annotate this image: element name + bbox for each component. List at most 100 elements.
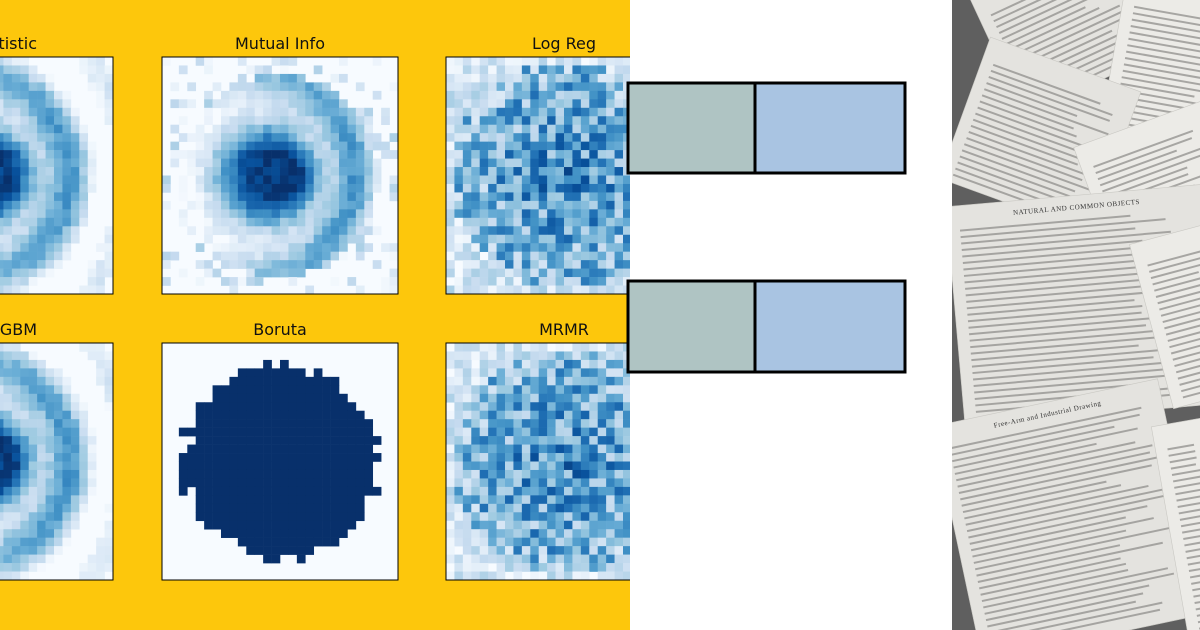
heatmap-cell	[263, 512, 272, 522]
heatmap-cell	[589, 73, 599, 83]
heatmap-cell	[237, 529, 247, 538]
heatmap-cell	[446, 268, 455, 278]
heatmap-cell	[70, 124, 80, 134]
heatmap-cell	[0, 183, 4, 193]
heatmap-cell	[589, 512, 599, 522]
heatmap-cell	[54, 175, 63, 185]
heatmap-cell	[488, 268, 497, 278]
heatmap-cell	[254, 444, 264, 454]
heatmap-cell	[322, 376, 331, 386]
heatmap-cell	[538, 285, 548, 295]
heatmap-cell	[263, 133, 272, 142]
heatmap-cell	[597, 478, 607, 488]
heatmap-cell	[254, 419, 264, 428]
heatmap-cell	[339, 73, 348, 83]
heatmap-cell	[45, 410, 55, 420]
heatmap-cell	[280, 453, 289, 462]
heatmap-cell	[538, 478, 548, 488]
heatmap-cell	[187, 158, 197, 168]
heatmap-cell	[623, 73, 630, 83]
heatmap-cell	[62, 226, 72, 236]
heatmap-cell	[330, 537, 340, 547]
heatmap-cell	[195, 243, 205, 252]
heatmap-cell	[330, 469, 340, 479]
heatmap-cell	[488, 554, 497, 564]
heatmap-cell	[564, 571, 573, 581]
heatmap-cell	[45, 469, 55, 479]
heatmap-cell	[538, 192, 548, 202]
heatmap-cell	[355, 461, 365, 471]
heatmap-cell	[3, 343, 13, 352]
heatmap-cell	[254, 99, 264, 109]
heatmap-cell	[229, 90, 239, 100]
heatmap-cell	[254, 268, 264, 278]
heatmap-cell	[513, 393, 523, 403]
heatmap-cell	[479, 175, 489, 185]
heatmap-cell	[496, 217, 506, 227]
heatmap-cell	[521, 99, 531, 109]
heatmap-cell	[471, 158, 481, 168]
heatmap-cell	[597, 268, 607, 278]
heatmap-cell	[505, 537, 514, 547]
heatmap-cell	[614, 209, 624, 219]
heatmap-cell	[246, 260, 256, 269]
heatmap-cell	[62, 529, 72, 538]
heatmap-cell	[263, 243, 272, 252]
heatmap-cell	[513, 73, 523, 83]
heatmap-cell	[70, 107, 80, 117]
heatmap-cell	[538, 495, 548, 505]
heatmap-cell	[3, 183, 13, 193]
heatmap-cell	[538, 368, 548, 378]
heatmap-cell	[555, 368, 565, 378]
heatmap-cell	[254, 234, 264, 244]
heatmap-cell	[237, 124, 247, 134]
heatmap-cell	[589, 133, 599, 142]
heatmap-cell	[28, 419, 38, 428]
heatmap-cell	[11, 453, 21, 462]
heatmap-cell	[0, 520, 4, 530]
heatmap-cell	[79, 495, 89, 505]
heatmap-cell	[347, 234, 357, 244]
heatmap-cell	[54, 192, 63, 202]
heatmap-cell	[271, 410, 281, 420]
heatmap-cell	[454, 124, 464, 134]
heatmap-cell	[471, 385, 481, 395]
heatmap-cell	[555, 343, 565, 352]
heatmap-cell	[471, 343, 481, 352]
heatmap-cell	[296, 503, 306, 513]
heatmap-cell	[505, 444, 514, 454]
heatmap-cell	[347, 436, 357, 445]
heatmap-cell	[513, 427, 523, 437]
heatmap-cell	[597, 461, 607, 471]
heatmap-cell	[580, 150, 590, 159]
heatmap-cell	[313, 234, 323, 244]
heatmap-cell	[580, 167, 590, 176]
heatmap-cell	[296, 82, 306, 92]
heatmap-cell	[446, 546, 455, 555]
heatmap-cell	[28, 107, 38, 117]
heatmap-cell	[597, 82, 607, 92]
heatmap-cell	[28, 453, 38, 462]
heatmap-cell	[212, 175, 222, 185]
heatmap-cell	[505, 343, 514, 352]
text-line	[970, 326, 1200, 349]
heatmap-cell	[0, 285, 4, 295]
heatmap-cell	[454, 503, 464, 513]
heatmap-cell	[11, 546, 21, 555]
heatmap-cell	[505, 243, 514, 252]
heatmap-cell	[580, 107, 590, 117]
heatmap-cell	[471, 57, 481, 66]
heatmap-cell	[355, 209, 365, 219]
text-line	[1177, 501, 1200, 509]
heatmap-cell	[229, 99, 239, 109]
heatmap-cell	[0, 141, 4, 151]
heatmap-cell	[364, 436, 374, 445]
heatmap-cell	[62, 217, 72, 227]
heatmap-cell	[513, 478, 523, 488]
heatmap-cell	[347, 277, 357, 286]
heatmap-cell	[229, 234, 239, 244]
heatmap-cell	[530, 436, 540, 445]
heatmap-cell	[372, 183, 382, 193]
heatmap-cell	[372, 141, 382, 151]
heatmap-cell	[347, 520, 357, 530]
